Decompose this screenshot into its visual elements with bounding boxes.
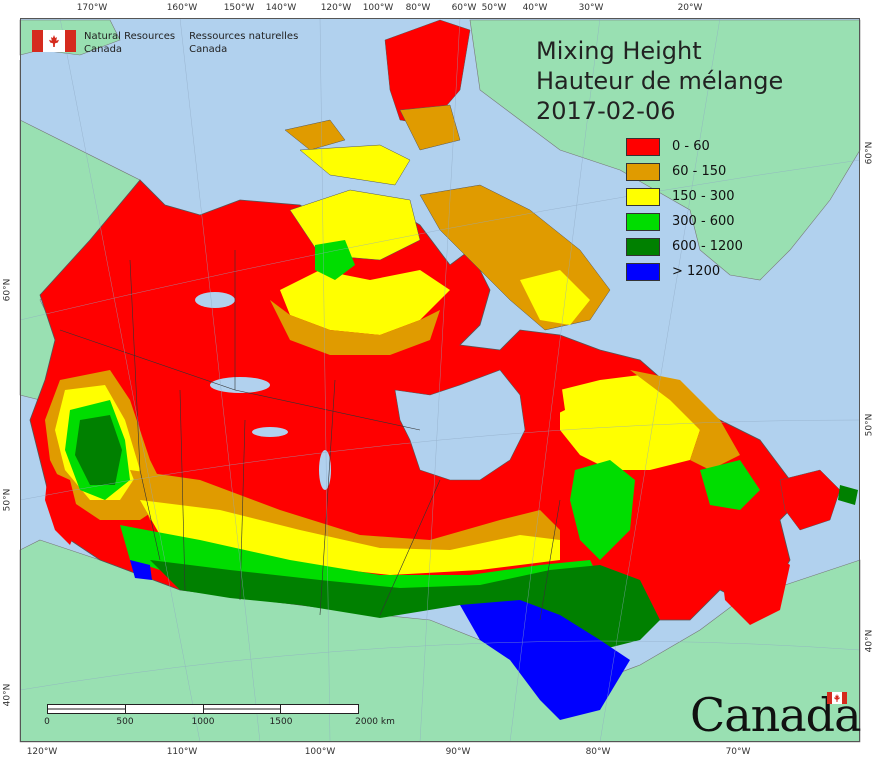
- lon-tick-top: 150°W: [223, 3, 255, 13]
- lon-tick-top: 50°W: [481, 3, 507, 13]
- lon-tick-top: 40°W: [522, 3, 548, 13]
- legend-label: 600 - 1200: [672, 239, 743, 254]
- legend-item: 0 - 60: [626, 134, 743, 159]
- title-fr: Hauteur de mélange: [536, 67, 784, 95]
- lon-tick-bottom: 110°W: [166, 747, 198, 757]
- provincial-borders: [59, 250, 561, 621]
- arctic-island-2: [299, 144, 411, 186]
- legend-item: 150 - 300: [626, 184, 743, 209]
- org-en-line2: Canada: [84, 44, 123, 55]
- lat-tick-left: 50°N: [2, 488, 13, 512]
- lake-athabasca: [252, 427, 288, 437]
- lon-tick-top: 140°W: [265, 3, 297, 13]
- newfoundland: [779, 469, 841, 531]
- bc-coast-red: [45, 470, 80, 545]
- arctic-island-4: [399, 104, 461, 151]
- legend-swatch: [626, 212, 660, 231]
- map-title: Mixing Height Hauteur de mélange 2017-02…: [536, 36, 783, 126]
- legend-swatch: [626, 137, 660, 156]
- arctic-island-1: [284, 119, 346, 151]
- quebec-orange: [630, 370, 740, 470]
- scale-label: 1500: [269, 717, 293, 727]
- org-fr-line1: Ressources naturelles: [189, 31, 299, 42]
- map-date: 2017-02-06: [536, 97, 676, 125]
- west-blue: [130, 560, 152, 580]
- lon-tick-top: 60°W: [451, 3, 477, 13]
- legend-label: 0 - 60: [672, 139, 710, 154]
- org-name-en: Natural Resources Canada: [84, 30, 175, 56]
- south-darkgreen: [150, 560, 660, 650]
- legend-swatch: [626, 162, 660, 181]
- lon-tick-bottom: 120°W: [26, 747, 58, 757]
- scale-label: 1000: [191, 717, 215, 727]
- legend-item: > 1200: [626, 259, 743, 284]
- org-en-line1: Natural Resources: [84, 31, 176, 42]
- canada-flag-icon: [32, 30, 76, 52]
- lat-tick-left: 60°N: [2, 278, 13, 302]
- legend-label: > 1200: [672, 264, 721, 279]
- newfoundland-green: [838, 485, 858, 505]
- legend-item: 300 - 600: [626, 209, 743, 234]
- lat-tick-right: 50°N: [864, 413, 875, 437]
- legend-swatch: [626, 262, 660, 281]
- legend: 0 - 60 60 - 150 150 - 300 300 - 600 600 …: [626, 134, 743, 284]
- arctic-orange-band: [270, 300, 440, 355]
- baffin-yellow: [520, 270, 590, 325]
- great-slave-lake: [210, 377, 270, 393]
- lat-tick-right: 60°N: [864, 141, 875, 165]
- legend-swatch: [626, 237, 660, 256]
- great-lakes-blue: [460, 600, 630, 720]
- scale-bar: 0 500 1000 1500 2000 km: [44, 704, 395, 728]
- hudson-bay: [394, 369, 526, 481]
- greenland: [469, 19, 861, 281]
- legend-swatch: [626, 187, 660, 206]
- quebec-yellow: [560, 375, 700, 470]
- legend-item: 60 - 150: [626, 159, 743, 184]
- lake-winnipeg: [319, 450, 331, 490]
- org-fr-line2: Canada: [189, 44, 228, 55]
- scale-label: 500: [116, 717, 134, 727]
- quebec-green: [570, 460, 635, 560]
- lon-tick-top: 120°W: [320, 3, 352, 13]
- labrador-green: [700, 460, 760, 510]
- lon-tick-bottom: 90°W: [445, 747, 471, 757]
- lon-tick-top: 160°W: [166, 3, 198, 13]
- bc-darkgreen: [75, 415, 122, 485]
- arctic-yellow-band: [280, 270, 450, 335]
- legend-label: 60 - 150: [672, 164, 727, 179]
- lat-tick-right: 40°N: [864, 629, 875, 653]
- lon-tick-top: 100°W: [362, 3, 394, 13]
- lon-tick-bottom: 100°W: [304, 747, 336, 757]
- legend-label: 300 - 600: [672, 214, 735, 229]
- nrcan-logo: Natural Resources Canada Ressources natu…: [32, 30, 298, 56]
- quebec-red: [530, 375, 565, 420]
- scale-label: 0: [44, 717, 50, 727]
- lat-tick-left: 40°N: [2, 683, 13, 707]
- wordmark-flag-icon: [827, 692, 847, 704]
- graticule: [19, 17, 861, 743]
- lon-tick-top: 30°W: [578, 3, 604, 13]
- lon-tick-top: 80°W: [405, 3, 431, 13]
- legend-item: 600 - 1200: [626, 234, 743, 259]
- legend-label: 150 - 300: [672, 189, 735, 204]
- title-en: Mixing Height: [536, 37, 702, 65]
- lon-tick-bottom: 70°W: [725, 747, 751, 757]
- lon-tick-top: 20°W: [677, 3, 703, 13]
- scale-label: 2000 km: [355, 717, 395, 727]
- org-name-fr: Ressources naturelles Canada: [189, 30, 298, 56]
- great-bear-lake: [195, 292, 235, 308]
- arctic-green-patch: [315, 240, 355, 280]
- maritime-red: [720, 545, 790, 625]
- lon-tick-bottom: 80°W: [585, 747, 611, 757]
- lon-tick-top: 170°W: [76, 3, 108, 13]
